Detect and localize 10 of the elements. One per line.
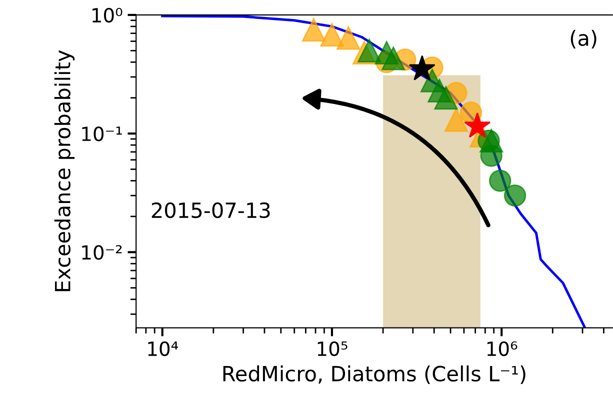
x-tick-label: 10⁶ [487, 341, 518, 356]
annotation: 2015-07-13 [152, 202, 270, 218]
y-tick-label: 10⁰ [92, 8, 122, 23]
x-tick-label: 10⁴ [148, 341, 178, 356]
y-tick-label: 10⁻¹ [82, 126, 122, 142]
x-tick-label: 10⁵ [318, 341, 348, 356]
annotation: (a) [570, 30, 596, 48]
y-tick-label: 10⁻² [82, 245, 122, 260]
x-axis-title: RedMicro, Diatoms (Cells L⁻¹) [223, 365, 526, 384]
y-axis-title: Exceedance probability [54, 50, 75, 292]
